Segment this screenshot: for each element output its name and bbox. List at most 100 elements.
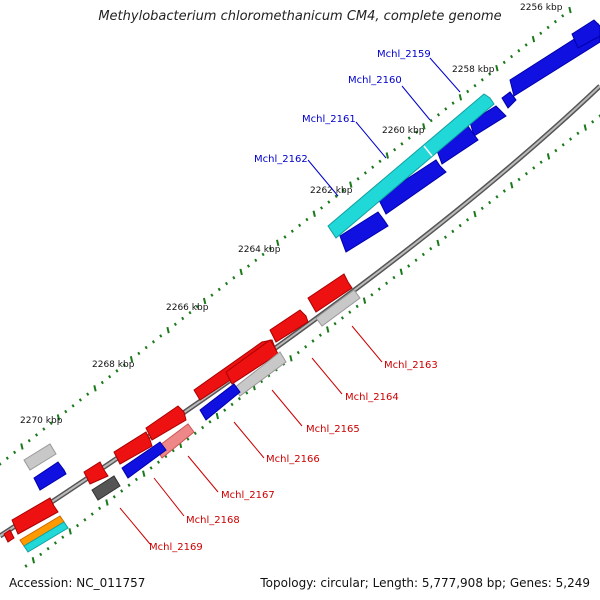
tick-major — [289, 355, 293, 362]
gene-mchl-2165[interactable] — [225, 339, 279, 385]
tick-minor — [524, 171, 528, 176]
scale-label: 2258 kbp — [452, 65, 495, 75]
tick-minor — [210, 293, 214, 297]
gene-label-mchl-2168[interactable]: Mchl_2168 — [186, 515, 240, 526]
tick-minor — [371, 165, 375, 169]
gene-blue-left[interactable] — [33, 461, 67, 491]
tick-minor — [340, 316, 344, 320]
tick-major — [215, 412, 220, 420]
tick-minor — [134, 477, 138, 482]
tick-minor — [553, 19, 557, 24]
tick-minor — [436, 113, 441, 117]
gene-label-mchl-2159[interactable]: Mchl_2159 — [377, 49, 431, 60]
tick-minor — [400, 142, 404, 146]
gene-mchl-2162[interactable] — [339, 211, 389, 253]
tick-minor — [311, 339, 315, 343]
tick-minor — [61, 535, 65, 539]
tick-minor — [377, 287, 381, 291]
tick-minor — [120, 489, 124, 493]
scale-label: 2270 kbp — [20, 416, 63, 426]
gene-mchl-2161b[interactable] — [377, 159, 447, 215]
gene-mchl-2159-top[interactable] — [571, 19, 600, 49]
tick-minor — [232, 276, 236, 280]
tick-minor — [509, 54, 514, 59]
scale-label: 2266 kbp — [166, 303, 209, 313]
gene-label-mchl-2161[interactable]: Mchl_2161 — [302, 114, 356, 125]
tick-major — [93, 385, 97, 392]
gene-label-mchl-2160[interactable]: Mchl_2160 — [348, 75, 402, 86]
tick-major — [531, 35, 536, 43]
label-leaders-bottom — [119, 325, 383, 545]
tick-major — [202, 297, 207, 305]
tick-minor — [296, 350, 300, 355]
gene-cyan-long[interactable] — [327, 93, 495, 239]
tick-minor — [473, 83, 477, 88]
scale-label: 2256 kbp — [520, 3, 563, 13]
gene-red-tip[interactable] — [3, 529, 15, 543]
tick-major — [239, 268, 243, 276]
tick-minor — [34, 433, 39, 437]
tick-minor — [186, 437, 190, 441]
tick-minor — [230, 402, 234, 407]
tick-minor — [193, 431, 197, 436]
tick-minor — [414, 130, 419, 134]
tick-minor — [480, 206, 484, 211]
gene-label-mchl-2166[interactable]: Mchl_2166 — [266, 454, 320, 465]
gene-label-mchl-2167[interactable]: Mchl_2167 — [221, 490, 275, 501]
tick-minor — [208, 420, 212, 424]
tick-minor — [24, 564, 28, 568]
tick-major — [31, 557, 36, 564]
gene-dark-gray[interactable] — [91, 475, 121, 501]
tick-minor — [156, 460, 161, 464]
gene-label-mchl-2164[interactable]: Mchl_2164 — [345, 392, 399, 403]
gene-mchl-2168[interactable] — [121, 441, 167, 479]
gene-mchl-2166[interactable] — [199, 383, 241, 421]
tick-minor — [458, 223, 462, 228]
tick-major — [20, 443, 24, 450]
gene-label-mchl-2162[interactable]: Mchl_2162 — [254, 154, 308, 165]
gene-mchl-2163[interactable] — [307, 273, 353, 313]
tick-minor — [378, 159, 382, 164]
tick-minor — [122, 363, 126, 367]
tick-minor — [0, 462, 2, 466]
tick-minor — [245, 391, 249, 395]
tick-minor — [173, 322, 177, 327]
gene-label-mchl-2165[interactable]: Mchl_2165 — [306, 424, 360, 435]
gene-mchl-2164[interactable] — [269, 309, 309, 343]
tick-minor — [451, 229, 455, 234]
tick-minor — [224, 281, 229, 286]
tick-minor — [49, 421, 53, 425]
gene-label-mchl-2169[interactable]: Mchl_2169 — [149, 542, 203, 553]
tick-minor — [298, 223, 302, 228]
tick-minor — [5, 456, 9, 460]
tick-minor — [39, 552, 43, 557]
tick-minor — [495, 195, 499, 199]
gene-blue-small[interactable] — [501, 91, 517, 109]
tick-minor — [78, 398, 82, 402]
gene-mchl-2169[interactable] — [11, 497, 59, 535]
scale-label: 2264 kbp — [238, 245, 281, 255]
tick-minor — [524, 43, 528, 47]
tick-major — [129, 356, 134, 363]
gene-red-2167a[interactable] — [145, 405, 187, 441]
gene-red-2167b[interactable] — [113, 431, 153, 465]
tick-minor — [333, 321, 337, 326]
gene-red-small[interactable] — [83, 461, 109, 485]
tick-minor — [100, 380, 104, 385]
tick-minor — [195, 305, 199, 309]
tick-minor — [159, 334, 163, 338]
tick-minor — [42, 427, 46, 431]
gene-cyan-small[interactable] — [23, 521, 69, 553]
gene-gray-left[interactable] — [23, 443, 57, 471]
tick-major — [166, 326, 170, 334]
tick-major — [568, 6, 572, 14]
tick-major — [362, 297, 367, 304]
tick-minor — [112, 495, 116, 499]
gene-mchl-2163-gray[interactable] — [315, 289, 361, 327]
gene-label-mchl-2163[interactable]: Mchl_2163 — [384, 360, 438, 371]
tick-major — [422, 123, 426, 130]
tick-minor — [127, 483, 131, 487]
tick-minor — [144, 345, 148, 350]
tick-minor — [75, 523, 80, 528]
